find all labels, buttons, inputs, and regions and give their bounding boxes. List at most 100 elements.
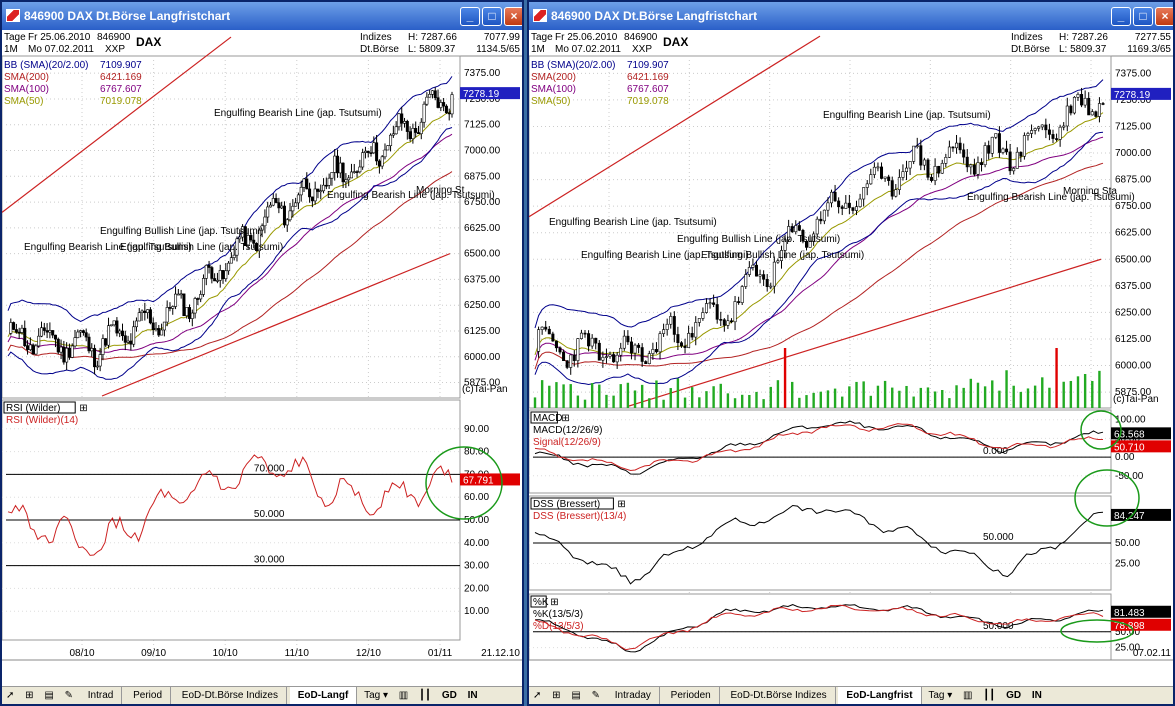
tab-perioden[interactable]: Period	[125, 687, 172, 704]
minimize-button[interactable]: _	[460, 7, 480, 26]
volume-bar	[590, 383, 594, 408]
indicator-name: DSS (Bressert)	[533, 499, 600, 510]
list-icon[interactable]: ▤	[571, 690, 581, 701]
volume-bar	[776, 380, 780, 408]
candle-body	[313, 188, 317, 202]
cursor-icon[interactable]: ➚	[6, 690, 15, 701]
indicator-tick-label: 20.00	[464, 583, 489, 594]
indicator-line	[534, 420, 1104, 475]
candle-body	[26, 345, 30, 350]
volume-bar	[798, 397, 801, 408]
candle-body	[165, 307, 169, 323]
in-button[interactable]: IN	[1031, 690, 1042, 701]
period-dropdown[interactable]: Tag ▾	[364, 690, 388, 701]
candle-body	[844, 202, 848, 209]
header-boerse: Dt.Börse	[1011, 44, 1050, 55]
candle-body	[134, 320, 138, 328]
in-button[interactable]: IN	[467, 690, 478, 701]
candle-body	[801, 230, 805, 242]
candle-body	[310, 196, 314, 202]
legend-value: 7109.907	[100, 60, 142, 71]
tab-eod-indizes[interactable]: EoD-Dt.Börse Indizes	[722, 687, 836, 704]
legend-label: SMA(200)	[4, 72, 49, 83]
price-tick-label: 6625.00	[464, 223, 501, 234]
volume-bar	[576, 395, 580, 408]
pen-icon[interactable]: ✎	[591, 690, 600, 701]
header-period: 1M	[531, 44, 545, 55]
title-bar[interactable]: 846900 DAX Dt.Börse Langfristchart _ □ ×	[2, 2, 522, 30]
period-dropdown[interactable]: Tag ▾	[928, 690, 953, 701]
sma200-line	[7, 171, 453, 360]
chart-window-left[interactable]: 846900 DAX Dt.Börse Langfristchart _ □ ×…	[0, 0, 524, 706]
candle-body	[444, 105, 448, 114]
grid-icon[interactable]: ⊞	[552, 690, 561, 701]
volume-bar	[683, 397, 687, 408]
candle-icon[interactable]: ┃┃	[983, 690, 996, 701]
chart-window-right[interactable]: 846900 DAX Dt.Börse Langfristchart _ □ ×…	[527, 0, 1175, 706]
tab-intraday[interactable]: Intraday	[607, 687, 660, 704]
pattern-annotation: Morning Sta	[1063, 186, 1117, 197]
price-tick-label: 6875.00	[1115, 175, 1152, 186]
volume-bar	[933, 391, 937, 408]
maximize-button[interactable]: □	[482, 7, 502, 26]
legend-label: SMA(100)	[4, 84, 49, 95]
candle-body	[143, 310, 147, 313]
candle-body	[597, 342, 601, 361]
pen-icon[interactable]: ✎	[64, 690, 73, 701]
candle-body	[188, 307, 192, 319]
volume-bar	[619, 384, 622, 408]
grid-icon[interactable]: ⊞	[25, 690, 34, 701]
candle-body	[876, 166, 880, 169]
candle-body	[1047, 129, 1051, 135]
cursor-icon[interactable]: ➚	[533, 690, 542, 701]
candle-body	[118, 330, 122, 334]
header-tage: Tage	[531, 32, 553, 43]
tab-perioden[interactable]: Perioden	[663, 687, 720, 704]
time-tick-label: 10/10	[213, 648, 238, 659]
tab-eod-langfrist[interactable]: EoD-Langfrist	[838, 687, 922, 704]
trend-channel-line	[2, 36, 232, 213]
candle-body	[772, 261, 776, 287]
close-button[interactable]: ×	[1155, 7, 1173, 26]
gd-button[interactable]: GD	[1006, 690, 1022, 701]
header-exchange: XXP	[632, 44, 652, 55]
app-icon	[533, 9, 547, 22]
add-indicator-icon: ⊞	[79, 403, 87, 414]
candle-body	[232, 254, 236, 258]
candle-body	[67, 347, 71, 358]
volume-bar	[612, 395, 615, 408]
chart-area[interactable]: Tage Fr 25.06.2010 846900 1M Mo 07.02.2011 XX…	[2, 30, 522, 690]
header-name: DAX	[136, 35, 161, 49]
candle-body	[179, 293, 183, 296]
legend-label: SMA(50)	[531, 96, 570, 107]
candle-body	[676, 334, 680, 344]
title-bar[interactable]: 846900 DAX Dt.Börse Langfristchart _ □ ×	[529, 2, 1173, 30]
candle-body	[880, 166, 884, 179]
price-tick-label: 5875.00	[464, 378, 501, 389]
close-button[interactable]: ×	[504, 7, 522, 26]
candle-body	[687, 333, 691, 348]
indicator-series-label: %D(13/5/3)	[533, 621, 584, 632]
candle-icon[interactable]: ┃┃	[419, 690, 432, 701]
price-tick-label: 7000.00	[464, 146, 501, 157]
tab-eod-indizes[interactable]: EoD-Dt.Börse Indizes	[174, 687, 287, 704]
gd-button[interactable]: GD	[441, 690, 457, 701]
price-panel	[2, 55, 461, 399]
candle-body	[554, 340, 558, 349]
tab-intraday[interactable]: Intrad	[80, 687, 123, 704]
candle-body	[23, 327, 27, 346]
candle-body	[762, 274, 766, 280]
candle-body	[204, 264, 208, 279]
chart-type-icon[interactable]: ▥	[963, 690, 973, 701]
candle-body	[1008, 151, 1012, 172]
last-price-value: 7278.19	[463, 89, 500, 100]
list-icon[interactable]: ▤	[44, 690, 54, 701]
minimize-button[interactable]: _	[1111, 7, 1131, 26]
candle-body	[140, 310, 144, 314]
volume-bar	[633, 390, 637, 408]
chart-type-icon[interactable]: ▥	[398, 690, 409, 701]
tab-eod-langfrist[interactable]: EoD-Langf	[289, 687, 358, 704]
maximize-button[interactable]: □	[1133, 7, 1153, 26]
chart-area[interactable]: Tage Fr 25.06.2010 846900 1M Mo 07.02.2011 XX…	[529, 30, 1173, 690]
volume-bar	[1048, 387, 1051, 408]
